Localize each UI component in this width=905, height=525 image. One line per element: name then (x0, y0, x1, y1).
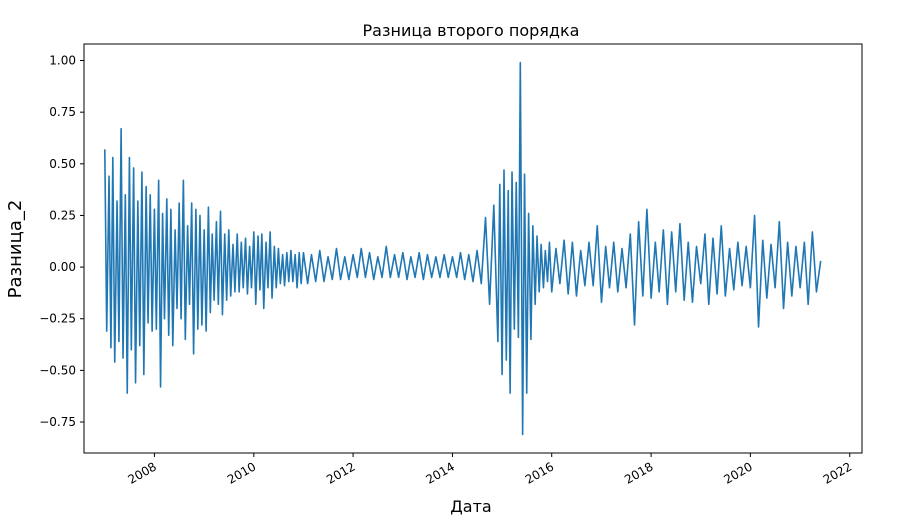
y-axis: 1.00 0.75 0.50 0.25 0.00 −0.25 −0.50 −0.75 (39, 54, 84, 429)
plot-area (104, 61, 822, 436)
y-axis-label: Разница_2 (5, 200, 26, 299)
y-tick-label: 1.00 (49, 54, 76, 68)
x-axis-label: Дата (450, 497, 491, 516)
chart-title: Разница второго порядка (363, 21, 580, 40)
y-tick-label: −0.25 (39, 312, 76, 326)
y-tick-label: 0.75 (49, 105, 76, 119)
series-line-0 (104, 61, 822, 436)
y-tick-label: 0.50 (49, 157, 76, 171)
y-tick-label: −0.50 (39, 363, 76, 377)
y-tick-label: −0.75 (39, 415, 76, 429)
axes-frame (83, 43, 863, 454)
y-tick-label: 0.25 (49, 208, 76, 222)
y-tick-label: 0.00 (49, 260, 76, 274)
